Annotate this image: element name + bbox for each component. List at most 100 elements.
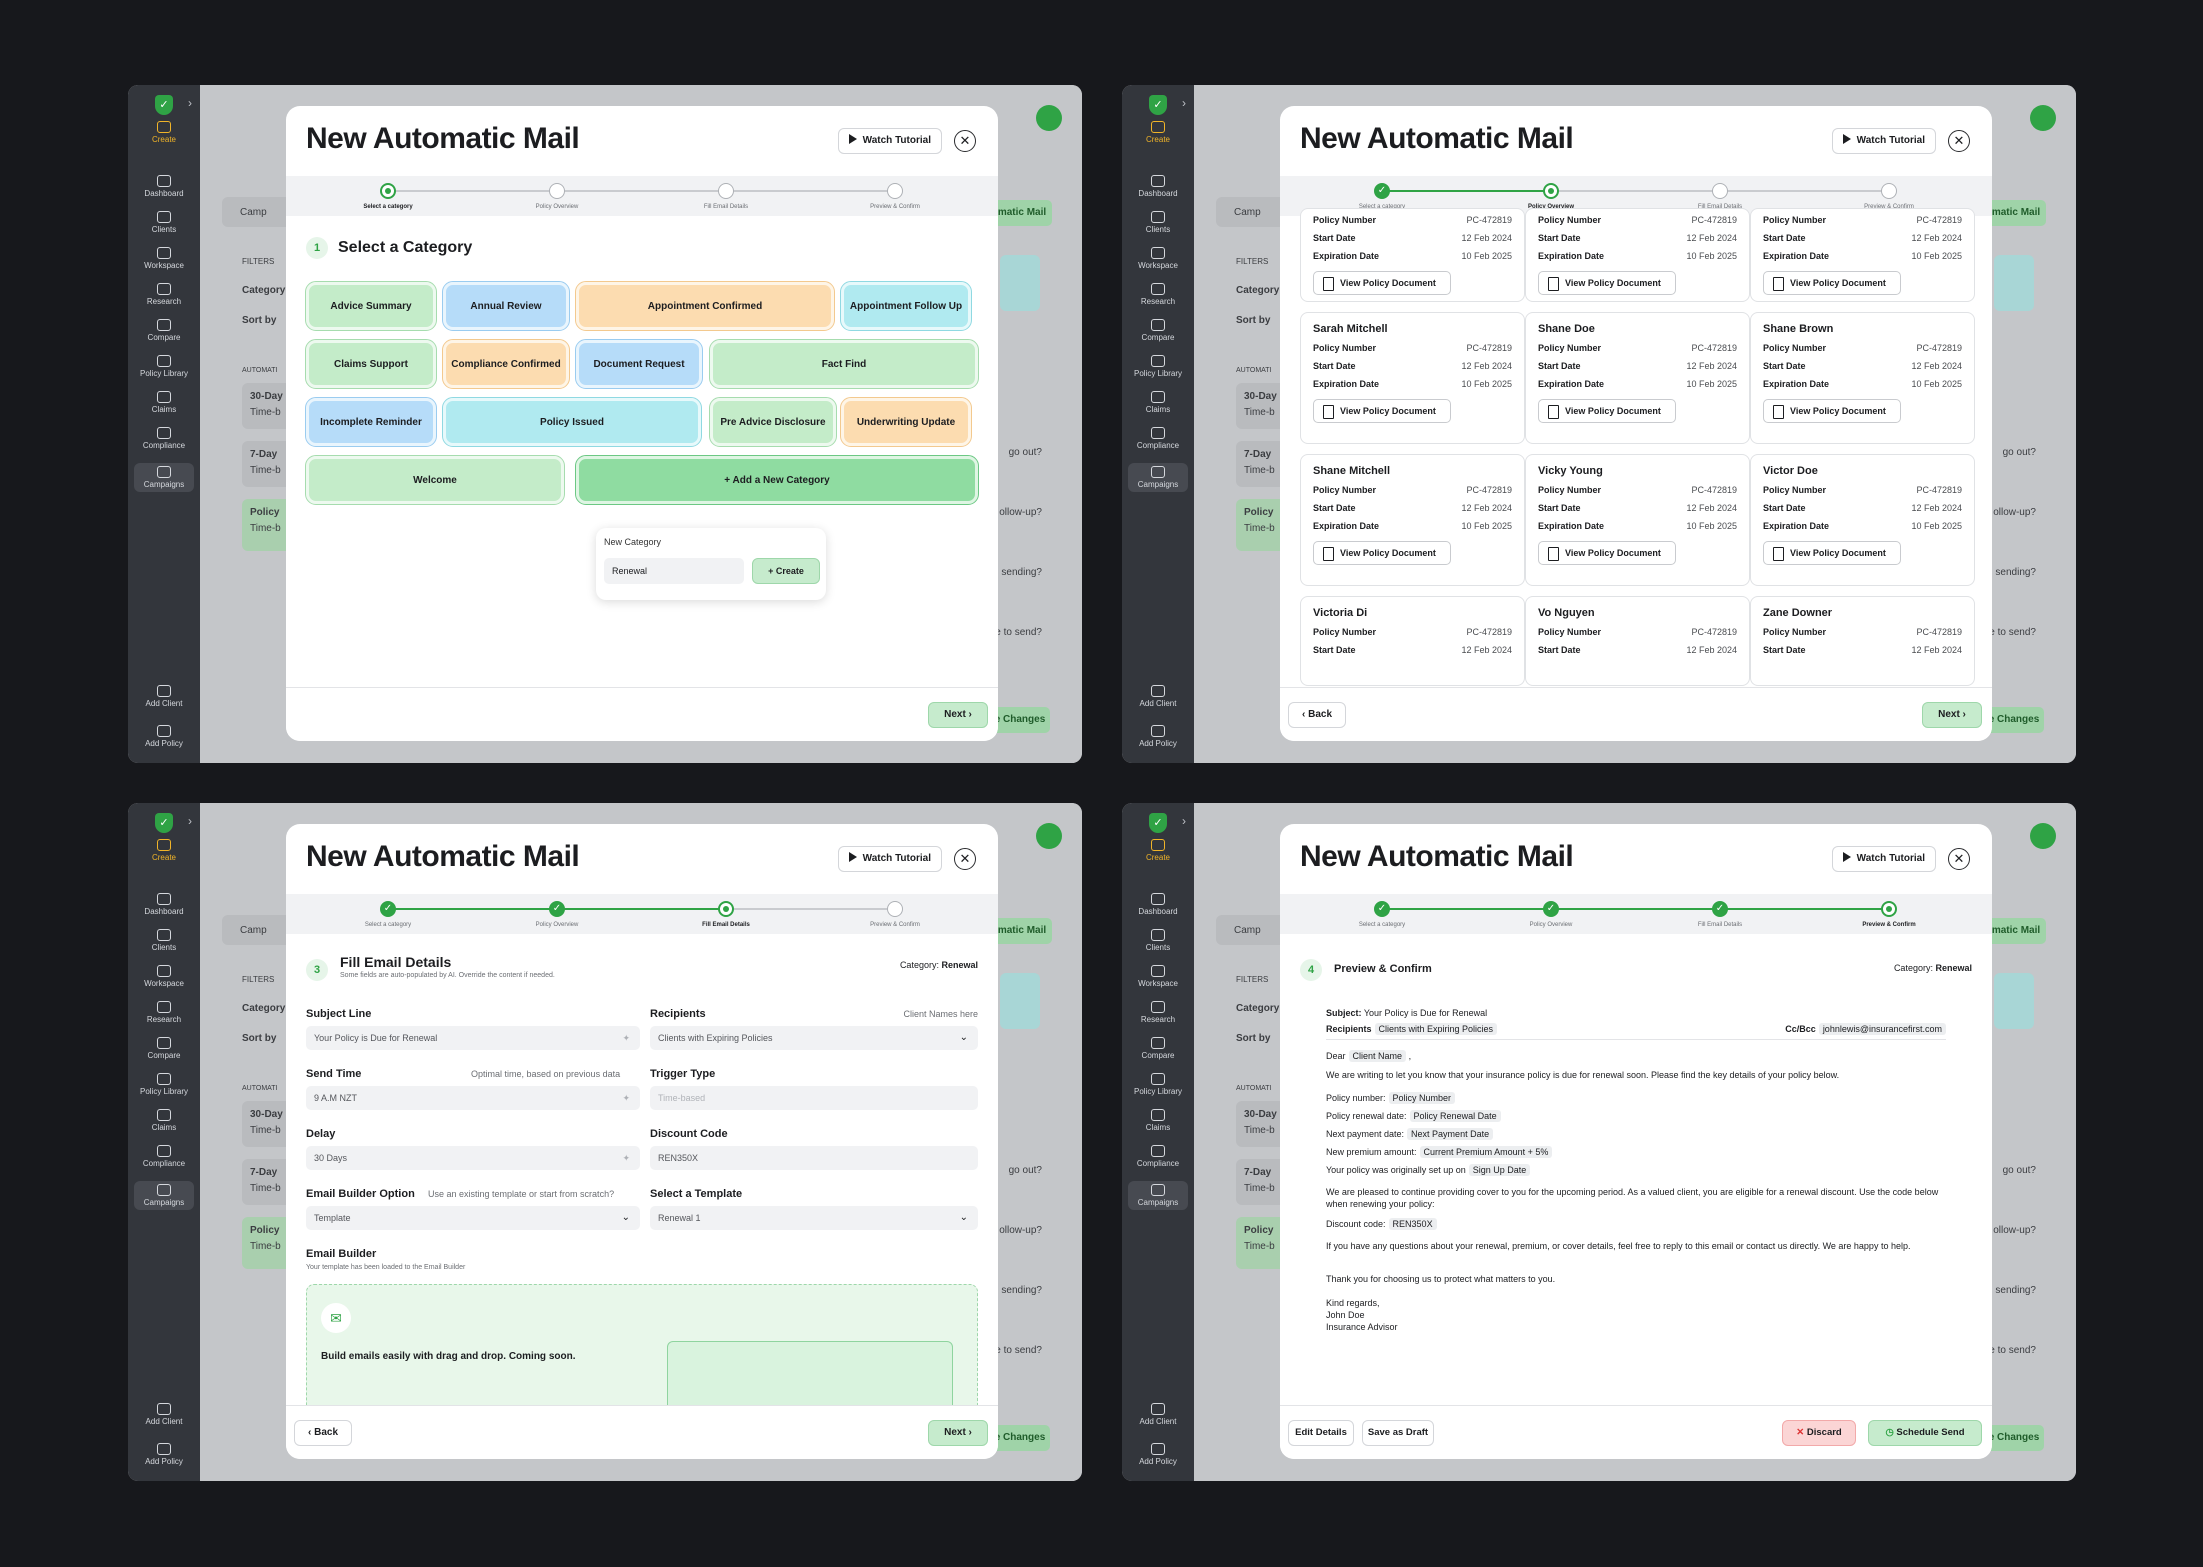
nav-dashboard[interactable]: Dashboard [1122,175,1194,198]
nav-add-client[interactable]: Add Client [1122,685,1194,708]
subject-input[interactable]: Your Policy is Due for Renewal ✦ [306,1026,640,1050]
category-chip[interactable]: Pre Advice Disclosure [709,397,837,447]
builder-option-select[interactable]: Template ⌄ [306,1206,640,1230]
delay-input[interactable]: 30 Days ✦ [306,1146,640,1170]
watch-tutorial-button[interactable]: Watch Tutorial [837,846,942,872]
nav-workspace[interactable]: Workspace [1122,247,1194,270]
avatar[interactable] [2030,823,2056,849]
nav-claims[interactable]: Claims [1122,1109,1194,1132]
nav-campaigns[interactable]: Campaigns [1128,463,1188,492]
view-policy-document-button[interactable]: View Policy Document [1538,541,1676,565]
nav-compare[interactable]: Compare [128,319,200,342]
category-chip[interactable]: Compliance Confirmed [442,339,570,389]
nav-clients[interactable]: Clients [128,929,200,952]
nav-clients[interactable]: Clients [1122,211,1194,234]
expand-chevron-icon[interactable]: › [188,96,192,110]
nav-add-policy[interactable]: Add Policy [1122,725,1194,748]
view-policy-document-button[interactable]: View Policy Document [1763,271,1901,295]
nav-workspace[interactable]: Workspace [128,247,200,270]
nav-add-policy[interactable]: Add Policy [1122,1443,1194,1466]
nav-clients[interactable]: Clients [128,211,200,234]
category-chip[interactable]: Incomplete Reminder [305,397,437,447]
nav-create[interactable]: Create [1122,839,1194,862]
nav-research[interactable]: Research [1122,1001,1194,1024]
close-icon[interactable]: ✕ [954,130,976,152]
nav-compliance[interactable]: Compliance [1122,1145,1194,1168]
save-draft-button[interactable]: Save as Draft [1362,1420,1434,1446]
template-select[interactable]: Renewal 1 ⌄ [650,1206,978,1230]
recipients-select[interactable]: Clients with Expiring Policies ⌄ [650,1026,978,1050]
view-policy-document-button[interactable]: View Policy Document [1538,271,1676,295]
edit-details-button[interactable]: Edit Details [1288,1420,1354,1446]
view-policy-document-button[interactable]: View Policy Document [1313,541,1451,565]
next-button[interactable]: Next › [928,1420,988,1446]
nav-claims[interactable]: Claims [128,391,200,414]
nav-compare[interactable]: Compare [1122,319,1194,342]
view-policy-document-button[interactable]: View Policy Document [1538,399,1676,423]
back-button[interactable]: ‹ Back [1288,702,1346,728]
nav-claims[interactable]: Claims [128,1109,200,1132]
view-policy-document-button[interactable]: View Policy Document [1313,271,1451,295]
watch-tutorial-button[interactable]: Watch Tutorial [1831,846,1936,872]
nav-research[interactable]: Research [1122,283,1194,306]
close-icon[interactable]: ✕ [1948,848,1970,870]
nav-compliance[interactable]: Compliance [128,427,200,450]
nav-dashboard[interactable]: Dashboard [128,893,200,916]
add-category-button[interactable]: + Add a New Category [575,455,979,505]
nav-add-policy[interactable]: Add Policy [128,725,200,748]
nav-policy-library[interactable]: Policy Library [128,355,200,378]
nav-create[interactable]: Create [128,839,200,862]
view-policy-document-button[interactable]: View Policy Document [1763,541,1901,565]
nav-campaigns[interactable]: Campaigns [134,463,194,492]
nav-workspace[interactable]: Workspace [128,965,200,988]
discard-button[interactable]: ✕ Discard [1782,1420,1856,1446]
avatar[interactable] [2030,105,2056,131]
expand-chevron-icon[interactable]: › [1182,96,1186,110]
schedule-send-button[interactable]: ◷ Schedule Send [1868,1420,1982,1446]
nav-add-policy[interactable]: Add Policy [128,1443,200,1466]
view-policy-document-button[interactable]: View Policy Document [1313,399,1451,423]
next-button[interactable]: Next › [1922,702,1982,728]
close-icon[interactable]: ✕ [1948,130,1970,152]
category-chip[interactable]: Fact Find [709,339,979,389]
expand-chevron-icon[interactable]: › [1182,814,1186,828]
category-chip[interactable]: Appointment Confirmed [575,281,835,331]
create-button[interactable]: + Create [752,558,820,584]
nav-add-client[interactable]: Add Client [128,685,200,708]
nav-claims[interactable]: Claims [1122,391,1194,414]
category-chip[interactable]: Advice Summary [305,281,437,331]
nav-policy-library[interactable]: Policy Library [1122,355,1194,378]
category-chip[interactable]: Welcome [305,455,565,505]
back-button[interactable]: ‹ Back [294,1420,352,1446]
nav-compliance[interactable]: Compliance [128,1145,200,1168]
discount-code-input[interactable]: REN350X [650,1146,978,1170]
watch-tutorial-button[interactable]: Watch Tutorial [1831,128,1936,154]
nav-compare[interactable]: Compare [1122,1037,1194,1060]
nav-compliance[interactable]: Compliance [1122,427,1194,450]
nav-research[interactable]: Research [128,1001,200,1024]
expand-chevron-icon[interactable]: › [188,814,192,828]
nav-create[interactable]: Create [128,121,200,144]
view-policy-document-button[interactable]: View Policy Document [1763,399,1901,423]
category-chip[interactable]: Policy Issued [442,397,702,447]
category-chip[interactable]: Appointment Follow Up [840,281,972,331]
close-icon[interactable]: ✕ [954,848,976,870]
nav-policy-library[interactable]: Policy Library [128,1073,200,1096]
watch-tutorial-button[interactable]: Watch Tutorial [837,128,942,154]
avatar[interactable] [1036,105,1062,131]
nav-dashboard[interactable]: Dashboard [128,175,200,198]
trigger-type-input[interactable]: Time-based [650,1086,978,1110]
nav-compare[interactable]: Compare [128,1037,200,1060]
category-chip[interactable]: Underwriting Update [840,397,972,447]
next-button[interactable]: Next › [928,702,988,728]
category-chip[interactable]: Document Request [575,339,703,389]
nav-add-client[interactable]: Add Client [1122,1403,1194,1426]
nav-dashboard[interactable]: Dashboard [1122,893,1194,916]
nav-create[interactable]: Create [1122,121,1194,144]
nav-campaigns[interactable]: Campaigns [134,1181,194,1210]
nav-campaigns[interactable]: Campaigns [1128,1181,1188,1210]
nav-add-client[interactable]: Add Client [128,1403,200,1426]
nav-research[interactable]: Research [128,283,200,306]
send-time-input[interactable]: 9 A.M NZT ✦ [306,1086,640,1110]
nav-workspace[interactable]: Workspace [1122,965,1194,988]
